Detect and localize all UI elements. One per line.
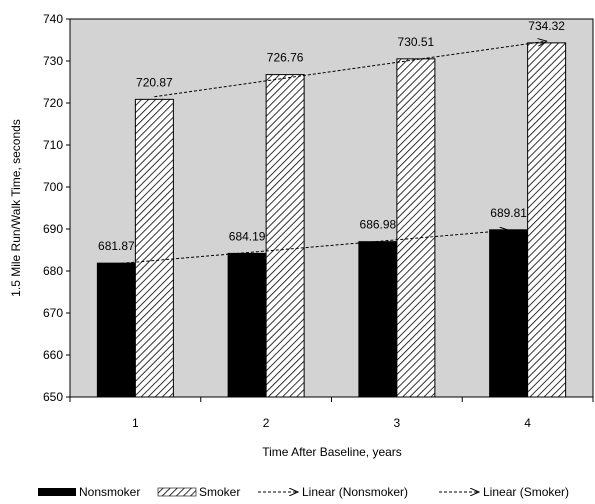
bar-smoker bbox=[134, 98, 174, 398]
trendline-nonsmoker bbox=[116, 230, 508, 265]
y-tick-label: 670 bbox=[43, 306, 63, 320]
x-tick-label: 2 bbox=[263, 416, 270, 430]
y-tick-label: 690 bbox=[43, 222, 63, 236]
data-label-nonsmoker: 684.19 bbox=[229, 229, 266, 243]
y-axis-ticks: 650 660 670 680 690 700 710 720 730 740 bbox=[43, 12, 70, 404]
data-labels: 681.87 720.87 684.19 726.76 686.98 730.51 689.… bbox=[98, 19, 565, 253]
legend: Nonsmoker Smoker Linear (Nonsmoker) Line… bbox=[38, 485, 569, 499]
data-label-nonsmoker: 686.98 bbox=[360, 218, 397, 232]
trendline-smoker bbox=[154, 41, 546, 98]
legend-swatch-smoker bbox=[157, 487, 197, 497]
legend-label-trend-smoker: Linear (Smoker) bbox=[483, 485, 569, 499]
x-axis-title: Time After Baseline, years bbox=[262, 445, 402, 459]
y-tick-label: 660 bbox=[43, 348, 63, 362]
y-tick-label: 680 bbox=[43, 264, 63, 278]
bar-nonsmoker bbox=[96, 262, 136, 398]
data-label-smoker: 730.51 bbox=[398, 35, 435, 49]
y-tick-label: 700 bbox=[43, 180, 63, 194]
y-tick-label: 730 bbox=[43, 54, 63, 68]
data-label-smoker: 726.76 bbox=[267, 51, 304, 65]
bar-nonsmoker bbox=[489, 229, 529, 398]
data-label-smoker: 734.32 bbox=[528, 19, 565, 33]
data-label-nonsmoker: 689.81 bbox=[490, 206, 527, 220]
y-tick-label: 720 bbox=[43, 96, 63, 110]
legend-swatch-nonsmoker bbox=[38, 488, 76, 496]
y-tick-label: 740 bbox=[43, 12, 63, 26]
trendlines bbox=[116, 41, 546, 265]
bar-smoker bbox=[265, 74, 305, 398]
bar-smoker bbox=[396, 58, 436, 398]
legend-label-trend-nonsmoker: Linear (Nonsmoker) bbox=[302, 485, 408, 499]
x-tick-label: 3 bbox=[394, 416, 401, 430]
data-label-nonsmoker: 681.87 bbox=[98, 239, 135, 253]
y-axis-title: 1.5 Mile Run/Walk Time, seconds bbox=[9, 119, 23, 297]
data-label-smoker: 720.87 bbox=[136, 75, 173, 89]
bar-nonsmoker bbox=[358, 241, 398, 398]
x-axis-ticks: 1 2 3 4 bbox=[69, 397, 594, 430]
x-tick-label: 4 bbox=[524, 416, 531, 430]
bar-smoker bbox=[527, 42, 567, 398]
x-tick-label: 1 bbox=[132, 416, 139, 430]
legend-label-nonsmoker: Nonsmoker bbox=[79, 485, 140, 499]
bar-nonsmoker bbox=[227, 252, 267, 398]
bars bbox=[96, 42, 567, 398]
legend-label-smoker: Smoker bbox=[199, 485, 240, 499]
y-tick-label: 710 bbox=[43, 138, 63, 152]
y-tick-label: 650 bbox=[43, 390, 63, 404]
